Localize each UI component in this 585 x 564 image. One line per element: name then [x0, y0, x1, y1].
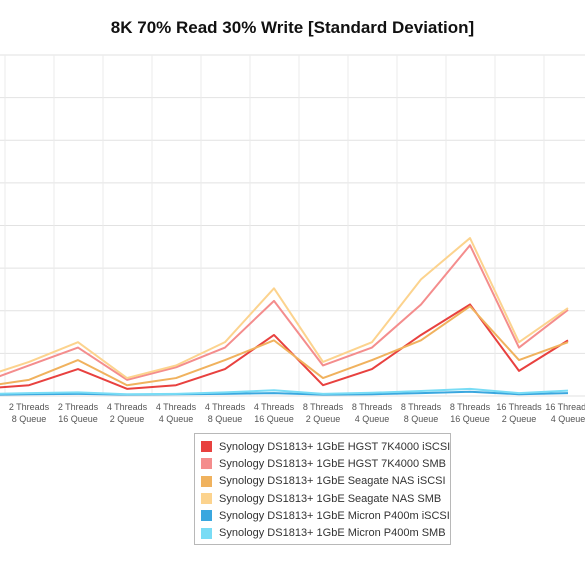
- x-tick-label-threads: 4 Threads: [156, 402, 197, 412]
- legend-swatch: [201, 458, 212, 470]
- x-tick-label-threads: 8 Threads: [352, 402, 393, 412]
- x-tick-label-threads: 1 Threads: [0, 402, 1, 412]
- legend-label: Synology DS1813+ 1GbE HGST 7K4000 SMB: [219, 457, 446, 470]
- legend-item[interactable]: Synology DS1813+ 1GbE Seagate NAS SMB: [201, 490, 450, 507]
- legend-swatch: [201, 527, 212, 539]
- series-line-2: [0, 244, 569, 381]
- x-tick-label-threads: 8 Threads: [303, 402, 344, 412]
- legend-item[interactable]: Synology DS1813+ 1GbE HGST 7K4000 iSCSI: [201, 438, 450, 455]
- x-tick-label-threads: 16 Threads: [496, 402, 542, 412]
- x-tick-label-queue: 8 Queue: [12, 414, 47, 424]
- x-tick-label-queue: 16 Queue: [254, 414, 294, 424]
- x-tick-label-threads: 8 Threads: [401, 402, 442, 412]
- legend-label: Synology DS1813+ 1GbE Seagate NAS SMB: [219, 492, 442, 505]
- series-line-4: [0, 237, 569, 380]
- series-line-5: [0, 390, 569, 396]
- x-tick-label-queue: 4 Queue: [355, 414, 390, 424]
- legend-swatch: [201, 510, 212, 522]
- x-tick-label-threads: 4 Threads: [107, 402, 148, 412]
- x-tick-label-queue: 2 Queue: [110, 414, 145, 424]
- legend: Synology DS1813+ 1GbE HGST 7K4000 iSCSI S…: [194, 433, 451, 545]
- x-tick-label-threads: 8 Threads: [450, 402, 491, 412]
- x-tick-label-queue: 8 Queue: [404, 414, 439, 424]
- legend-swatch: [201, 441, 212, 453]
- x-tick-label-queue: 8 Queue: [208, 414, 243, 424]
- x-tick-label-queue: 2 Queue: [306, 414, 341, 424]
- legend-item[interactable]: Synology DS1813+ 1GbE Micron P400m iSCSI: [201, 507, 450, 524]
- x-tick-label-threads: 2 Threads: [58, 402, 99, 412]
- x-tick-label-queue: 4 Queue: [159, 414, 194, 424]
- legend-label: Synology DS1813+ 1GbE Seagate NAS iSCSI: [219, 475, 446, 488]
- legend-label: Synology DS1813+ 1GbE Micron P400m iSCSI: [219, 509, 450, 522]
- chart-title: 8K 70% Read 30% Write [Standard Deviatio…: [110, 18, 475, 37]
- legend-label: Synology DS1813+ 1GbE HGST 7K4000 iSCSI: [219, 440, 451, 453]
- legend-item[interactable]: Synology DS1813+ 1GbE Micron P400m SMB: [201, 524, 450, 541]
- legend-swatch: [201, 493, 212, 505]
- x-tick-label-queue: 16 Queue: [58, 414, 98, 424]
- series-layer: [0, 237, 569, 396]
- legend-item[interactable]: Synology DS1813+ 1GbE HGST 7K4000 SMB: [201, 455, 450, 472]
- x-tick-label-queue: 16 Queue: [450, 414, 490, 424]
- x-tick-label-queue: 4 Queue: [551, 414, 585, 424]
- series-line-3: [0, 305, 569, 387]
- x-tick-label-threads: 16 Threads: [545, 402, 585, 412]
- series-line-1: [0, 303, 569, 390]
- grid: [0, 54, 585, 397]
- x-tick-label-threads: 2 Threads: [9, 402, 50, 412]
- x-tick-label-threads: 4 Threads: [254, 402, 295, 412]
- series-line-6: [0, 387, 569, 396]
- x-tick-label-queue: 2 Queue: [502, 414, 537, 424]
- legend-swatch: [201, 475, 212, 487]
- x-tick-label-threads: 4 Threads: [205, 402, 246, 412]
- legend-item[interactable]: Synology DS1813+ 1GbE Seagate NAS iSCSI: [201, 473, 450, 490]
- legend-label: Synology DS1813+ 1GbE Micron P400m SMB: [219, 527, 446, 540]
